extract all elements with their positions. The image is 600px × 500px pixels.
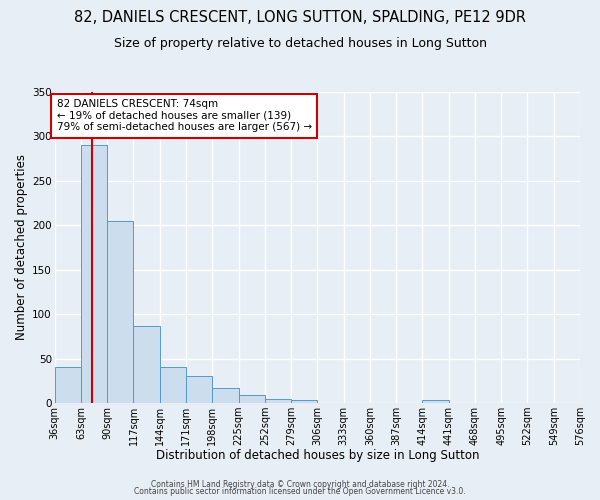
Bar [107,220,133,403]
Bar [239,395,265,403]
Bar [265,398,291,403]
Text: 82 DANIELS CRESCENT: 74sqm
← 19% of detached houses are smaller (139)
79% of sem: 82 DANIELS CRESCENT: 74sqm ← 19% of deta… [56,100,312,132]
X-axis label: Distribution of detached houses by size in Long Sutton: Distribution of detached houses by size … [155,450,479,462]
Bar [160,366,186,403]
Y-axis label: Number of detached properties: Number of detached properties [15,154,28,340]
Bar [55,368,81,403]
Bar [212,388,239,403]
Text: Contains public sector information licensed under the Open Government Licence v3: Contains public sector information licen… [134,487,466,496]
Text: Contains HM Land Registry data © Crown copyright and database right 2024.: Contains HM Land Registry data © Crown c… [151,480,449,489]
Bar [186,376,212,403]
Bar [291,400,317,403]
Bar [133,326,160,403]
Bar [422,400,449,403]
Text: Size of property relative to detached houses in Long Sutton: Size of property relative to detached ho… [113,38,487,51]
Bar [81,145,107,403]
Text: 82, DANIELS CRESCENT, LONG SUTTON, SPALDING, PE12 9DR: 82, DANIELS CRESCENT, LONG SUTTON, SPALD… [74,10,526,25]
